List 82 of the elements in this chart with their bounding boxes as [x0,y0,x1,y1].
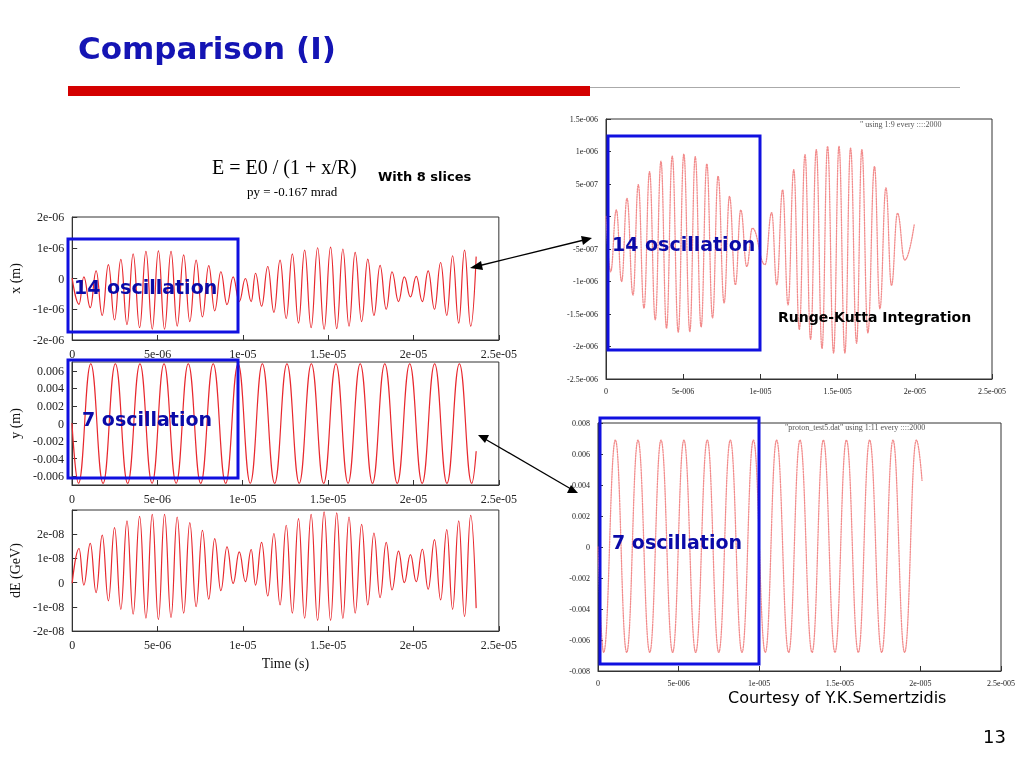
y-tick-label: 2e-08 [36,527,65,542]
x-tick-label: 2.5e-05 [480,492,517,506]
x-tick-label: 2e-005 [909,678,932,688]
y-tick-label: -1e-006 [573,277,598,286]
x-tick-label: 2e-005 [903,386,926,396]
y-tick-label: 0.006 [37,363,64,378]
line-series [71,511,477,622]
y-tick-label: -2.5e-006 [567,374,598,384]
x-tick-label: 2.5e-005 [986,678,1016,688]
y-axis-title: dE (GeV) [7,542,24,598]
chart-title: Comparison (I) [78,30,336,66]
x-tick-label: 1.5e-05 [309,492,347,506]
y-tick-label: 0 [58,271,65,286]
x-tick-label: 2.5e-05 [480,638,517,653]
y-tick-label: 1e-08 [36,551,65,566]
line-series [71,246,477,330]
x-tick-label: 1e-05 [229,347,257,361]
x-tick-label: 0 [604,386,608,396]
x-axis-title: Time (s) [261,655,310,672]
x-tick-label: 2e-05 [399,347,428,361]
y-tick-label: -0.002 [33,434,64,449]
x-tick-label: 5e-06 [143,492,172,506]
x-tick-label: 5e-006 [672,386,695,396]
y-tick-label: -0.008 [569,666,590,676]
x-tick-label: 2e-05 [399,492,428,506]
y-tick-label: -2e-006 [573,342,598,351]
x-tick-label: 0 [69,638,76,653]
annotation: "proton_test5.dat" using 1:11 every ::::2000 [785,423,926,432]
text: py = -0.167 mrad [247,184,338,200]
y-tick-label: -0.006 [33,469,64,484]
y-tick-label: -2e-08 [32,624,65,639]
x-tick-label: 2.5e-05 [480,347,517,361]
y-tick-label: 0.004 [572,480,590,490]
y-tick-label: 5e-007 [575,179,598,189]
text: With 8 slices [378,169,472,184]
x-tick-label: 0 [69,347,76,361]
x-tick-label: 1.5e-005 [823,386,852,396]
y-tick-label: -5e-007 [573,244,598,254]
y-tick-label: 0.002 [572,511,590,521]
x-tick-label: 1e-05 [229,638,257,653]
x-tick-label: 1e-05 [229,492,257,506]
y-tick-label: -1e-08 [32,599,65,614]
x-tick-label: 5e-006 [667,678,690,688]
x-tick-label: 1.5e-05 [310,347,347,361]
y-axis-title: x (m) [7,262,24,294]
y-tick-label: 0 [58,416,64,431]
y-tick-label: 0.006 [572,449,590,459]
x-tick-label: 1e-005 [749,386,772,396]
line-series [71,363,477,484]
y-tick-label: -0.004 [33,451,64,466]
y-tick-label: -0.004 [569,604,590,614]
x-tick-label: 5e-06 [143,347,172,361]
annotation: 14 oscillation [612,233,756,255]
y-tick-label: 0.002 [37,398,64,413]
chart-subtitle: E = E0 / (1 + x/R) [212,156,357,179]
y-tick-label: -0.006 [569,635,590,645]
y-tick-label: -0.002 [569,573,590,583]
y-tick-label: 0 [58,575,65,590]
y-tick-label: 0.004 [37,381,64,396]
y-tick-label: 1e-06 [36,240,65,255]
y-tick-label: -1.5e-006 [567,309,598,319]
x-tick-label: 1.5e-05 [310,638,347,653]
text: Courtesy of Y.K.Semertzidis [728,688,947,707]
y-tick-label: 0 [586,542,590,552]
y-tick-label: -2e-06 [32,333,65,347]
y-tick-label: -1e-06 [32,302,65,317]
x-tick-label: 1.5e-005 [825,678,854,688]
y-tick-label: 1.5e-006 [569,114,598,124]
annotation: " using 1:9 every ::::2000 [860,120,942,129]
annotation: 7 oscillation [612,531,742,553]
y-tick-label: 1e-006 [575,147,598,156]
text: 13 [983,726,1006,747]
annotation: Runge-Kutta Integration [778,309,972,325]
x-tick-label: 2e-05 [399,638,428,653]
x-tick-label: 2.5e-005 [977,386,1007,396]
x-tick-label: 1e-005 [748,678,771,688]
y-tick-label: 0.008 [572,418,590,428]
x-tick-label: 0 [69,492,75,506]
x-tick-label: 5e-06 [143,638,172,653]
line-series [597,439,923,654]
y-axis-title: y (m) [7,407,24,439]
y-tick-label: 2e-06 [36,210,65,224]
